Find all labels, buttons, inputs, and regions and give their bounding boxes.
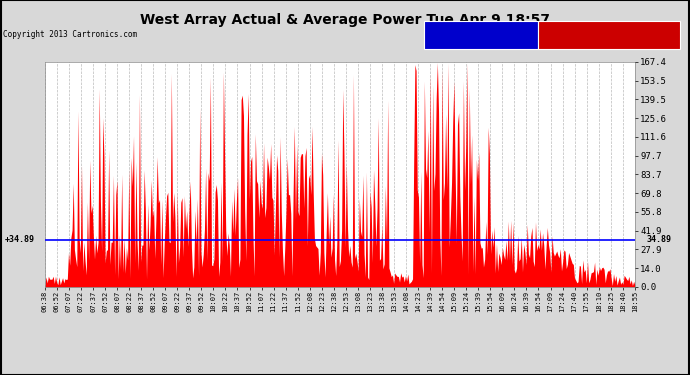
Text: West Array  (DC Watts): West Array (DC Watts) — [558, 30, 660, 39]
Text: +34.89: +34.89 — [6, 236, 35, 244]
Text: Average  (DC Watts): Average (DC Watts) — [437, 30, 525, 39]
Text: 34.89: 34.89 — [647, 236, 671, 244]
Text: West Array Actual & Average Power Tue Apr 9 18:57: West Array Actual & Average Power Tue Ap… — [140, 13, 550, 27]
Text: Copyright 2013 Cartronics.com: Copyright 2013 Cartronics.com — [3, 30, 137, 39]
